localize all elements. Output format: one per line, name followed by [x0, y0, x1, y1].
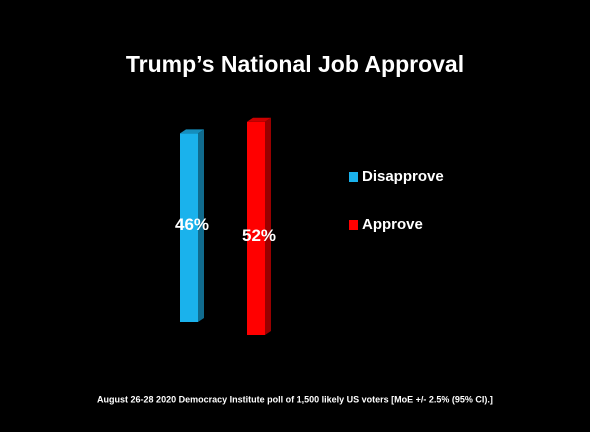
bar [180, 133, 198, 322]
bar [247, 121, 265, 335]
footnote: August 26-28 2020 Democracy Institute po… [97, 394, 493, 404]
legend-label: Disapprove [362, 168, 444, 185]
legend-swatch [349, 220, 358, 230]
value-label: 52% [242, 226, 276, 245]
bar-side [198, 129, 204, 322]
bar-top [180, 129, 204, 134]
bar-side [265, 117, 271, 335]
value-label: 46% [175, 215, 209, 234]
legend-swatch [349, 172, 358, 182]
bar-top [247, 117, 271, 122]
legend-label: Approve [362, 216, 423, 233]
chart-title: Trump’s National Job Approval [126, 51, 464, 77]
